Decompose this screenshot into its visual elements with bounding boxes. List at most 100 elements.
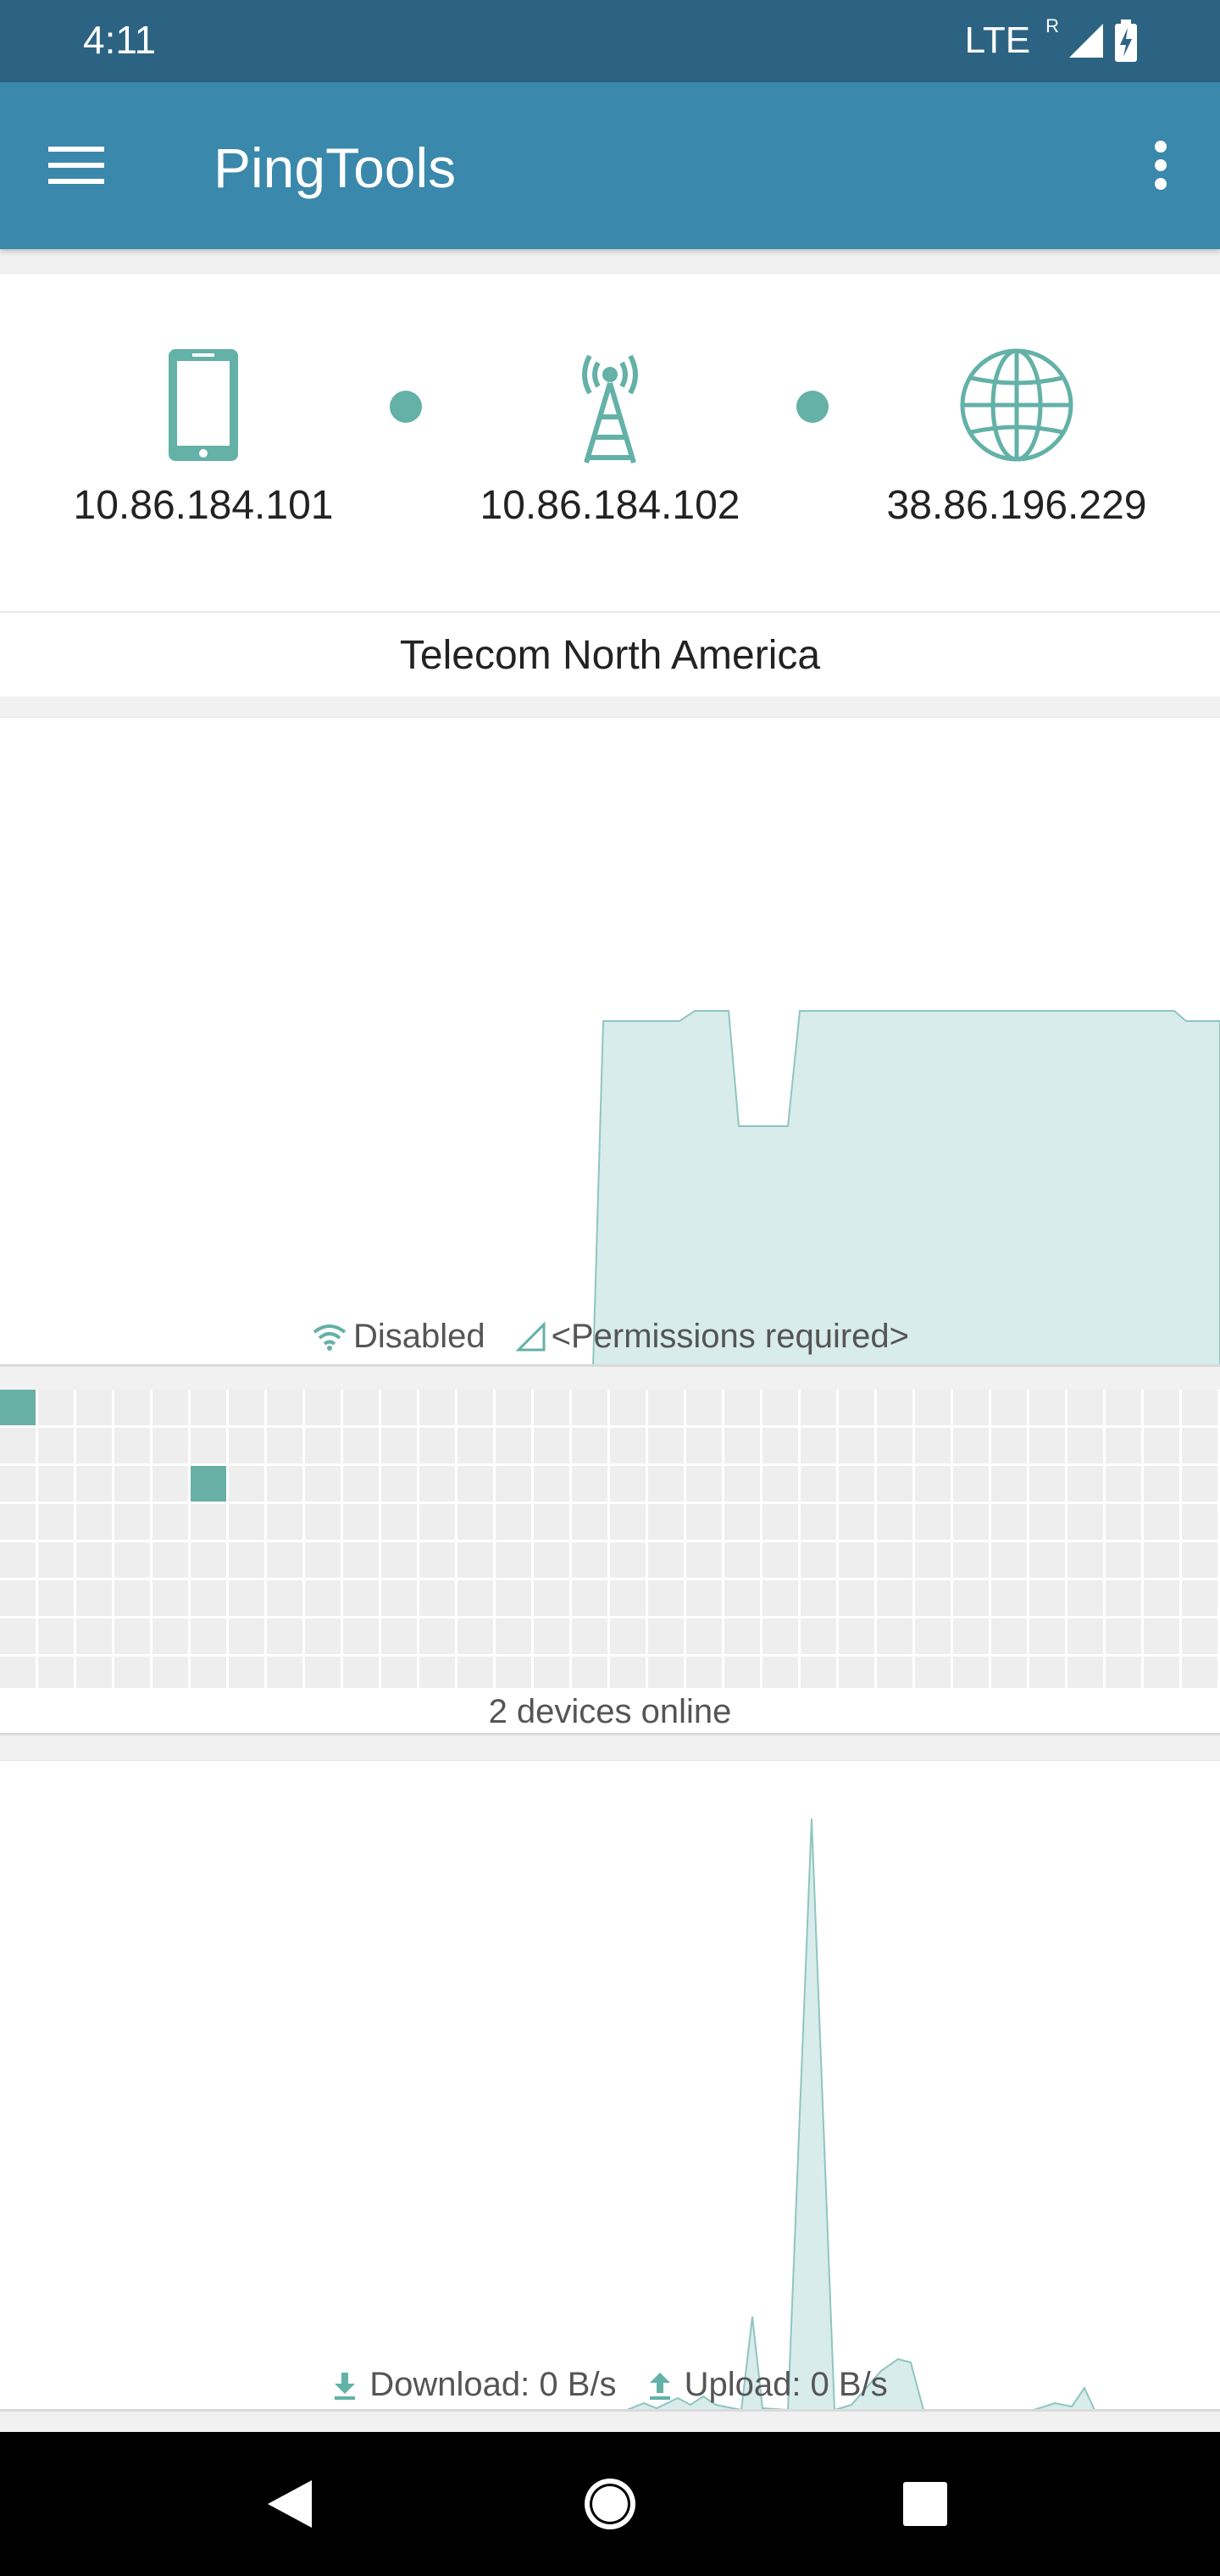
traffic-card[interactable]: Download: 0 B/s Upload: 0 B/s [0,1760,1220,2412]
device-cell [724,1390,760,1425]
device-cell [305,1390,341,1425]
device-cell [1106,1657,1141,1688]
device-cell [229,1580,264,1616]
app-title: PingTools [214,136,457,199]
device-cell [534,1542,569,1578]
device-cell [1029,1466,1065,1502]
device-cell [762,1466,798,1502]
device-cell [1068,1618,1103,1654]
device-cell [762,1428,798,1463]
device-cell [572,1657,607,1688]
device-cell [458,1580,493,1616]
device-cell [381,1618,417,1654]
wifi-status: Disabled [311,1318,485,1356]
device-cell [839,1390,874,1425]
route-card[interactable]: 10.86.184.101 10.86.184.102 38.86.19 [0,273,1220,697]
device-cell [724,1657,760,1688]
device-cell [229,1466,264,1502]
device-cell [648,1504,684,1540]
device-cell [1029,1504,1065,1540]
home-button[interactable] [568,2466,652,2542]
menu-icon [48,147,104,184]
device-cell [762,1542,798,1578]
download-icon [335,2372,356,2400]
device-cell [534,1428,569,1463]
overflow-menu-icon [1155,141,1167,190]
device-cell [267,1504,302,1540]
device-cell [953,1580,989,1616]
device-cell [1182,1428,1217,1463]
device-cell [877,1428,912,1463]
recents-button[interactable] [883,2466,968,2542]
status-bar: 4:11 LTE R [0,0,1220,82]
device-cell [991,1618,1027,1654]
device-cell [229,1542,264,1578]
device-cell [343,1428,379,1463]
lan-grid-card[interactable] [0,1390,1220,1688]
status-time: 4:11 [83,18,157,62]
device-cell [1182,1466,1217,1502]
device-cell [1029,1542,1065,1578]
device-cell [305,1504,341,1540]
device-cell [1182,1504,1217,1540]
device-cell [801,1428,836,1463]
device-cell [915,1657,951,1688]
device-cell [534,1466,569,1502]
device-cell [801,1580,836,1616]
app-bar: PingTools [0,82,1220,249]
device-cell [76,1390,112,1425]
back-icon [268,2480,312,2528]
device-cell [1144,1657,1179,1688]
external-ip: 38.86.196.229 [886,483,1147,528]
device-cell [572,1428,607,1463]
device-cell [152,1428,188,1463]
traffic-chart [626,1818,1096,2412]
device-cell [839,1657,874,1688]
device-cell [458,1428,493,1463]
device-cell [686,1618,722,1654]
device-cell [1029,1390,1065,1425]
device-cell [1068,1580,1103,1616]
device-cell [496,1542,531,1578]
device-cell [76,1542,112,1578]
divider [0,1364,1220,1367]
device-cell [534,1580,569,1616]
device-cell [1029,1657,1065,1688]
back-button[interactable] [247,2466,332,2542]
device-cell [381,1428,417,1463]
device-cell [229,1390,264,1425]
recents-icon [903,2482,947,2526]
cell-signal-outline-icon [515,1321,546,1351]
device-cell [305,1542,341,1578]
device-cell [114,1428,150,1463]
device-cell [305,1428,341,1463]
device-cell [191,1657,226,1688]
device-cell [305,1618,341,1654]
overflow-menu-button[interactable] [1127,123,1195,208]
device-cell [152,1390,188,1425]
device-cell [114,1542,150,1578]
device-cell [991,1466,1027,1502]
device-cell [191,1390,226,1425]
device-cell [343,1618,379,1654]
device-cell [191,1504,226,1540]
device-cell [724,1466,760,1502]
signal-card[interactable]: Disabled <Permissions required> [0,717,1220,1367]
device-cell [458,1390,493,1425]
device-cell [1144,1542,1179,1578]
device-cell [953,1657,989,1688]
menu-button[interactable] [34,123,119,208]
device-cell [610,1466,646,1502]
device-cell [534,1504,569,1540]
device-cell [152,1542,188,1578]
device-cell [267,1618,302,1654]
device-cell [915,1618,951,1654]
device-cell [762,1390,798,1425]
signal-history-chart [591,1010,1220,1367]
device-cell [496,1466,531,1502]
device-cell [114,1618,150,1654]
device-cell [114,1580,150,1616]
download-label: Download: 0 B/s [369,2366,617,2403]
device-cell [496,1618,531,1654]
